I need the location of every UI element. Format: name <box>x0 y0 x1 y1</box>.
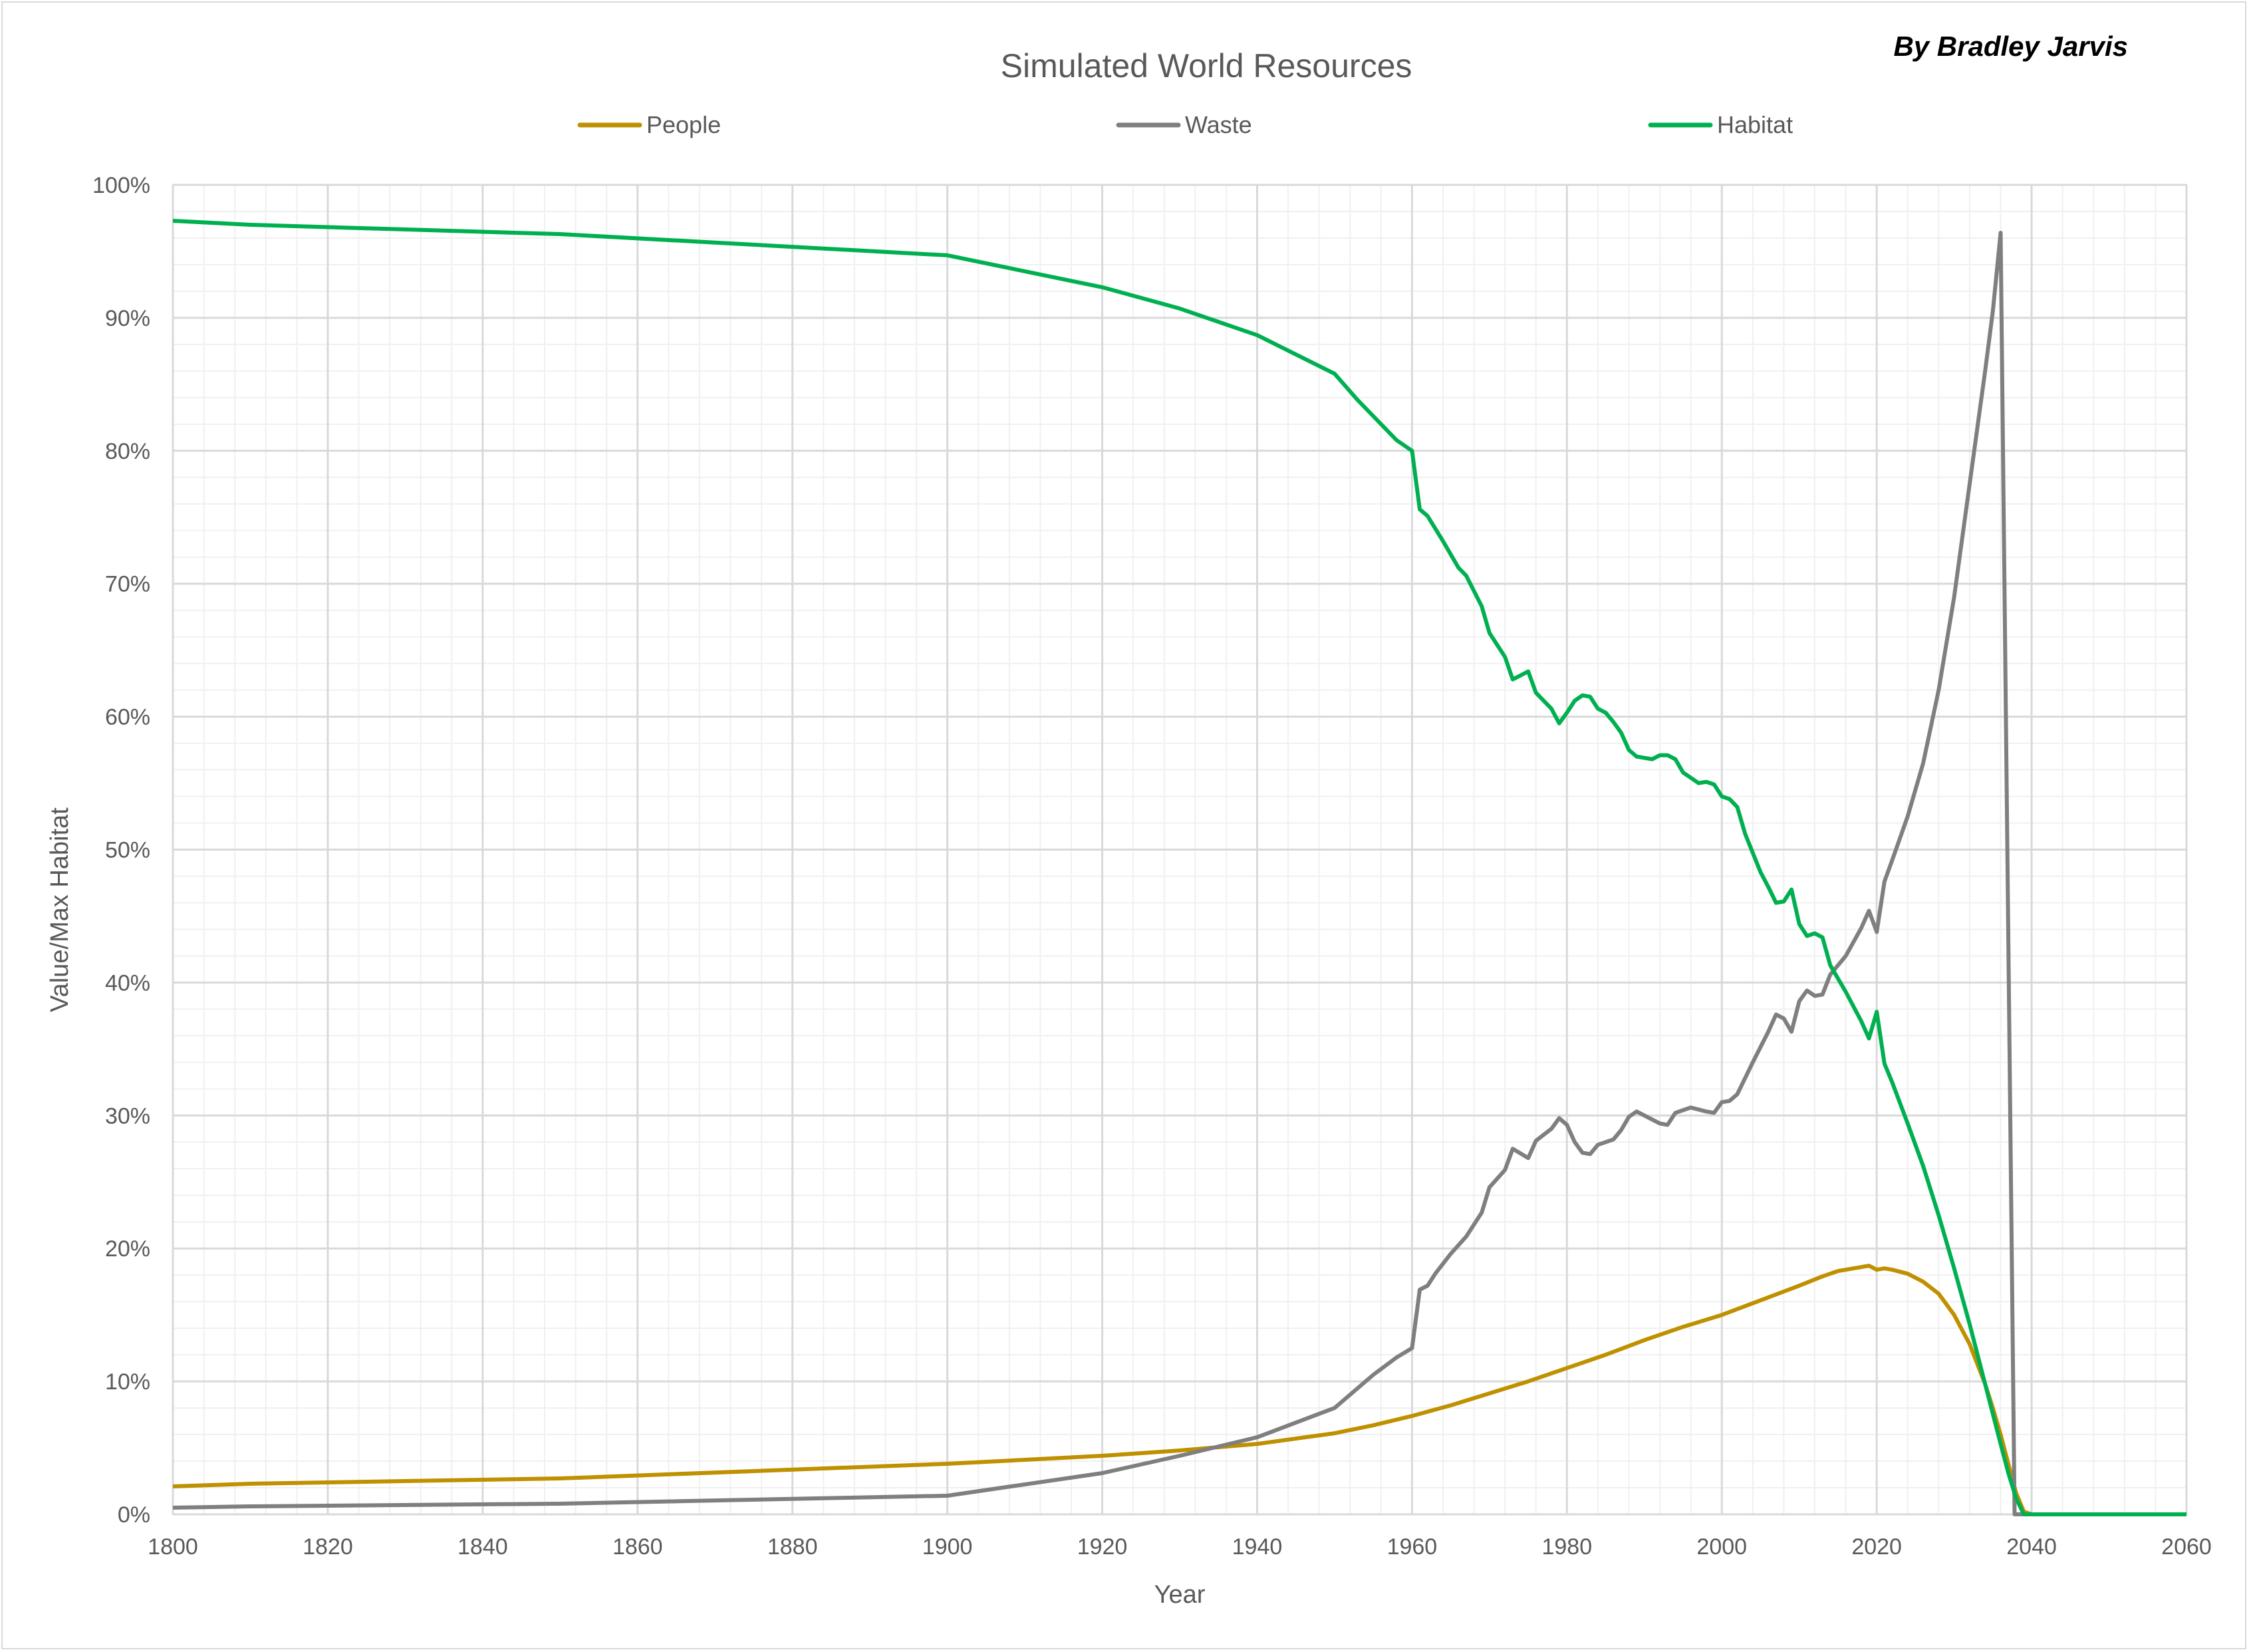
y-tick-label: 100% <box>92 173 150 198</box>
x-tick-label: 1880 <box>767 1534 818 1560</box>
legend-label-waste: Waste <box>1185 111 1252 138</box>
major-gridlines <box>172 184 2188 1516</box>
y-tick-label: 60% <box>105 705 150 730</box>
y-tick-label: 70% <box>105 572 150 597</box>
x-tick-label: 1920 <box>1077 1534 1128 1560</box>
y-tick-label: 80% <box>105 439 150 464</box>
x-axis-title: Year <box>1154 1581 1206 1609</box>
series-line-people <box>172 1264 2186 1516</box>
x-tick-label: 2000 <box>1696 1534 1747 1560</box>
legend-label-habitat: Habitat <box>1717 111 1793 138</box>
x-tick-label: 2060 <box>2161 1534 2212 1560</box>
y-axis-ticks: 0% 10% 20% 30% 40% 50% 60% 70% 80% 90% 100% <box>92 173 150 1528</box>
y-tick-label: 90% <box>105 306 150 331</box>
x-tick-label: 1960 <box>1387 1534 1438 1560</box>
x-tick-label: 2020 <box>1851 1534 1902 1560</box>
x-tick-label: 1980 <box>1541 1534 1592 1560</box>
series-layer <box>172 219 2186 1516</box>
y-tick-label: 30% <box>105 1103 150 1129</box>
series-line-waste <box>172 231 2186 1516</box>
x-tick-label: 1940 <box>1232 1534 1283 1560</box>
author-credit: By Bradley Jarvis <box>1893 31 2128 62</box>
plot-area-border <box>172 184 2187 1515</box>
legend-item-waste[interactable]: Waste <box>1116 111 1252 138</box>
series-line-habitat <box>172 219 2186 1516</box>
chart-title: Simulated World Resources <box>1001 47 1412 84</box>
y-tick-label: 0% <box>118 1502 150 1528</box>
y-tick-label: 10% <box>105 1369 150 1395</box>
legend-label-people: People <box>646 111 721 138</box>
y-axis-title: Value/Max Habitat <box>46 807 74 1012</box>
y-tick-label: 50% <box>105 838 150 863</box>
legend-item-habitat[interactable]: Habitat <box>1648 111 1793 138</box>
y-tick-label: 20% <box>105 1236 150 1262</box>
y-tick-label: 40% <box>105 970 150 996</box>
x-tick-label: 1860 <box>612 1534 663 1560</box>
x-tick-label: 1900 <box>922 1534 973 1560</box>
x-tick-label: 1840 <box>458 1534 508 1560</box>
x-tick-label: 1800 <box>148 1534 198 1560</box>
legend-item-people[interactable]: People <box>577 111 721 138</box>
x-axis-ticks: 1800 1820 1840 1860 1880 1900 1920 1940 1960 1980… <box>148 1534 2212 1560</box>
legend: People Waste Habitat <box>577 111 1793 138</box>
x-tick-label: 2040 <box>2006 1534 2057 1560</box>
x-tick-label: 1820 <box>303 1534 353 1560</box>
